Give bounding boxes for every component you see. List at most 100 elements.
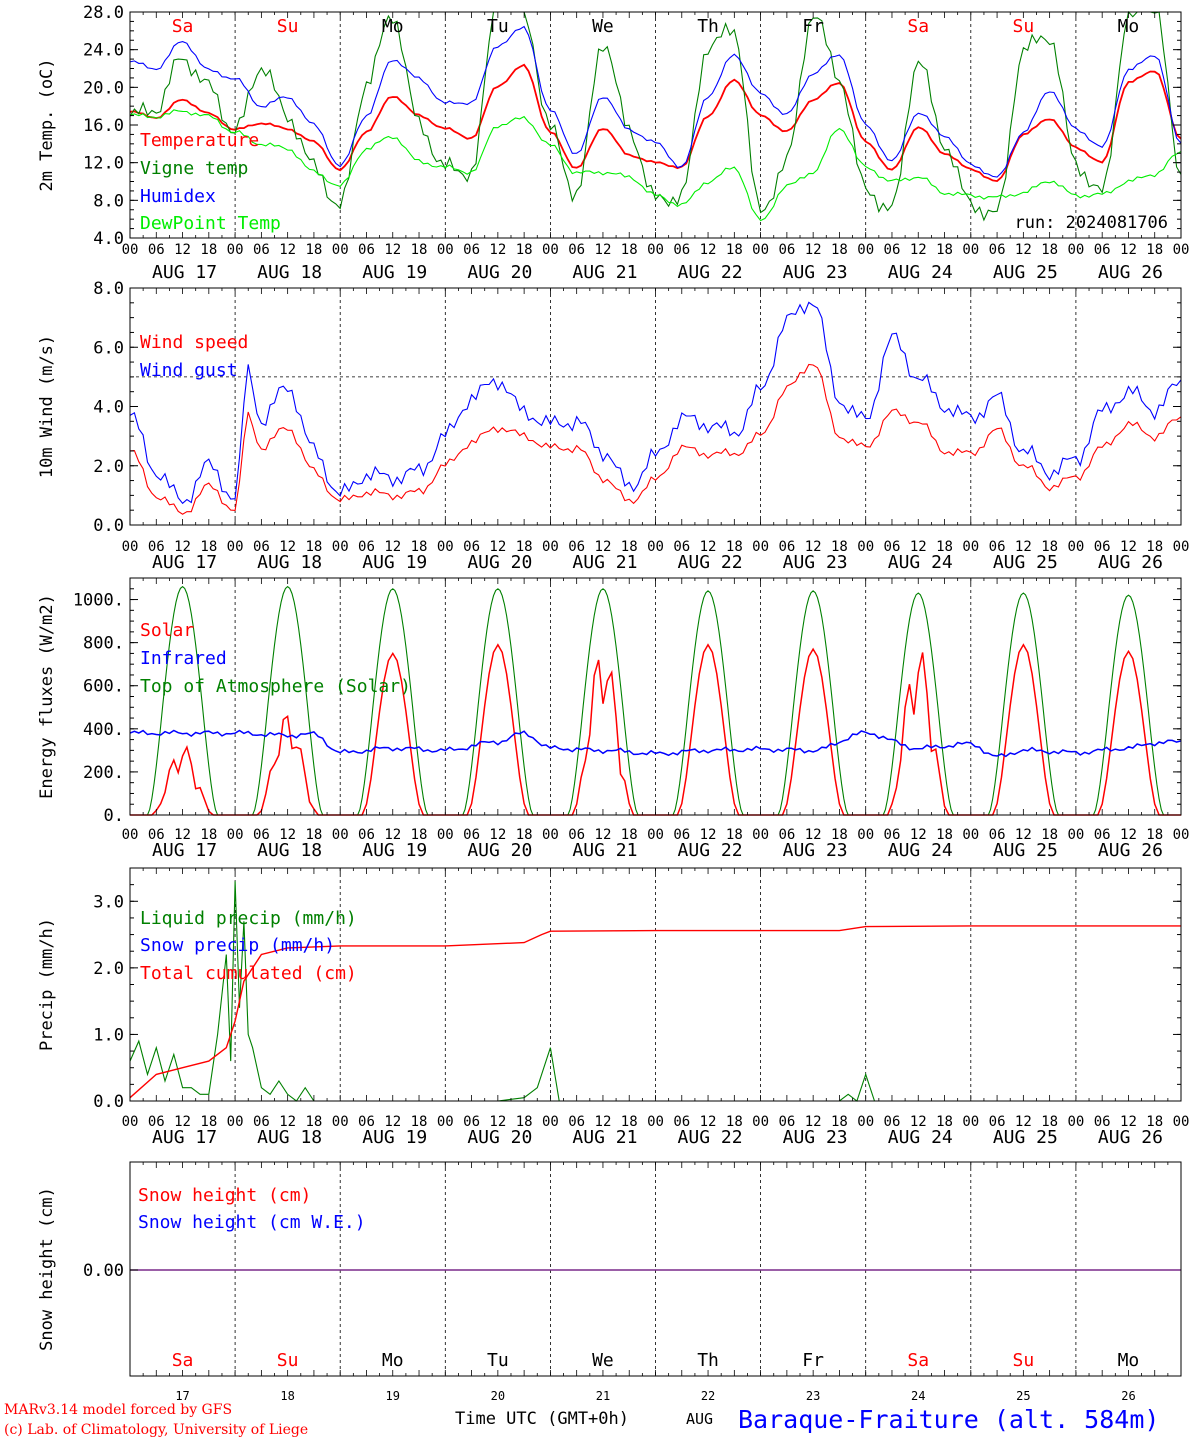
hour-label: 06 xyxy=(148,539,165,555)
day-name-bottom: Su xyxy=(277,1350,299,1371)
hour-label: 00 xyxy=(857,827,874,843)
hour-label: 12 xyxy=(910,1114,927,1130)
day-name-top: Fr xyxy=(802,16,824,37)
date-label: AUG 26 xyxy=(1098,840,1163,861)
y-tick-label: 28.0 xyxy=(83,3,124,23)
date-label: AUG 24 xyxy=(888,552,953,573)
y-tick-label: 0.0 xyxy=(93,516,124,536)
date-label: AUG 21 xyxy=(572,262,637,283)
series-line-wind-speed xyxy=(129,363,1182,515)
hour-label: 06 xyxy=(463,242,480,258)
legend-entry: Top of Atmosphere (Solar) xyxy=(140,676,411,697)
hour-label: 06 xyxy=(989,539,1006,555)
hour-label: 12 xyxy=(489,827,506,843)
day-name-bottom: Mo xyxy=(1118,1350,1140,1371)
date-label: AUG 19 xyxy=(362,840,427,861)
hour-label: 12 xyxy=(174,242,191,258)
date-label: AUG 26 xyxy=(1098,1127,1163,1148)
day-number: 22 xyxy=(701,1389,715,1403)
hour-label: 00 xyxy=(752,827,769,843)
date-label: AUG 22 xyxy=(678,262,743,283)
hour-label: 12 xyxy=(910,827,927,843)
hour-label: 00 xyxy=(1067,539,1084,555)
y-tick-label: 2.0 xyxy=(93,457,124,477)
hour-label: 18 xyxy=(621,539,638,555)
hour-label: 12 xyxy=(700,1114,717,1130)
hour-label: 12 xyxy=(384,539,401,555)
hour-label: 06 xyxy=(148,1114,165,1130)
hour-label: 06 xyxy=(884,242,901,258)
hour-label: 06 xyxy=(253,827,270,843)
hour-label: 12 xyxy=(805,242,822,258)
series-line-infrared xyxy=(129,729,1182,758)
series-line-dewpoint-temp xyxy=(129,109,1182,222)
y-tick-label: 2.0 xyxy=(93,959,124,979)
y-tick-label: 16.0 xyxy=(83,116,124,136)
legend-entry: Solar xyxy=(140,620,194,641)
hour-label: 00 xyxy=(227,827,244,843)
date-label: AUG 25 xyxy=(993,552,1058,573)
y-tick-label: 8.0 xyxy=(93,191,124,211)
y-tick-label: 20.0 xyxy=(83,78,124,98)
hour-label: 00 xyxy=(962,1114,979,1130)
hour-label: 18 xyxy=(305,242,322,258)
y-tick-label: 24.0 xyxy=(83,41,124,61)
hour-label: 18 xyxy=(831,827,848,843)
date-label: AUG 19 xyxy=(362,1127,427,1148)
hour-label: 12 xyxy=(489,539,506,555)
hour-label: 18 xyxy=(516,539,533,555)
day-name-top: Mo xyxy=(382,16,404,37)
legend-entry: Wind gust xyxy=(140,360,238,381)
legend-entry: Infrared xyxy=(140,648,227,669)
day-name-bottom: Su xyxy=(1013,1350,1035,1371)
hour-label: 00 xyxy=(1173,1114,1190,1130)
hour-label: 00 xyxy=(752,242,769,258)
hour-label: 12 xyxy=(910,539,927,555)
hour-label: 12 xyxy=(1120,539,1137,555)
hour-label: 12 xyxy=(805,1114,822,1130)
date-label: AUG 20 xyxy=(467,840,532,861)
hour-label: 00 xyxy=(962,827,979,843)
hour-label: 00 xyxy=(227,1114,244,1130)
day-number: 18 xyxy=(280,1389,294,1403)
legend-entry: Snow height (cm W.E.) xyxy=(138,1212,366,1233)
hour-label: 00 xyxy=(857,1114,874,1130)
hour-label: 06 xyxy=(358,827,375,843)
hour-label: 18 xyxy=(936,827,953,843)
hour-label: 06 xyxy=(778,1114,795,1130)
hour-label: 06 xyxy=(568,242,585,258)
date-label: AUG 18 xyxy=(257,1127,322,1148)
y-tick-label: 3.0 xyxy=(93,892,124,912)
day-name-bottom: Th xyxy=(697,1350,719,1371)
day-number: 20 xyxy=(491,1389,505,1403)
hour-label: 18 xyxy=(1146,1114,1163,1130)
series-line-total-cumulated xyxy=(129,925,1181,1099)
hour-label: 06 xyxy=(989,827,1006,843)
hour-label: 06 xyxy=(463,539,480,555)
hour-label: 12 xyxy=(384,1114,401,1130)
hour-label: 12 xyxy=(174,1114,191,1130)
day-number: 21 xyxy=(596,1389,610,1403)
hour-label: 18 xyxy=(200,539,217,555)
hour-label: 12 xyxy=(1015,242,1032,258)
day-name-top: We xyxy=(592,16,614,37)
date-label: AUG 21 xyxy=(572,840,637,861)
y-axis-label: 10m Wind (m/s) xyxy=(37,335,57,478)
day-name-top: Sa xyxy=(172,16,194,37)
date-label: AUG 21 xyxy=(572,1127,637,1148)
legend-entry: Snow precip (mm/h) xyxy=(140,935,335,956)
hour-label: 12 xyxy=(279,1114,296,1130)
hour-label: 00 xyxy=(437,827,454,843)
hour-label: 12 xyxy=(700,242,717,258)
hour-label: 18 xyxy=(621,827,638,843)
hour-label: 12 xyxy=(700,827,717,843)
date-label: AUG 23 xyxy=(783,840,848,861)
hour-label: 18 xyxy=(411,1114,428,1130)
hour-label: 06 xyxy=(148,242,165,258)
hour-label: 00 xyxy=(1173,539,1190,555)
date-label: AUG 22 xyxy=(678,552,743,573)
hour-label: 12 xyxy=(489,1114,506,1130)
date-label: AUG 23 xyxy=(783,262,848,283)
day-name-top: Su xyxy=(1013,16,1035,37)
date-label: AUG 18 xyxy=(257,262,322,283)
